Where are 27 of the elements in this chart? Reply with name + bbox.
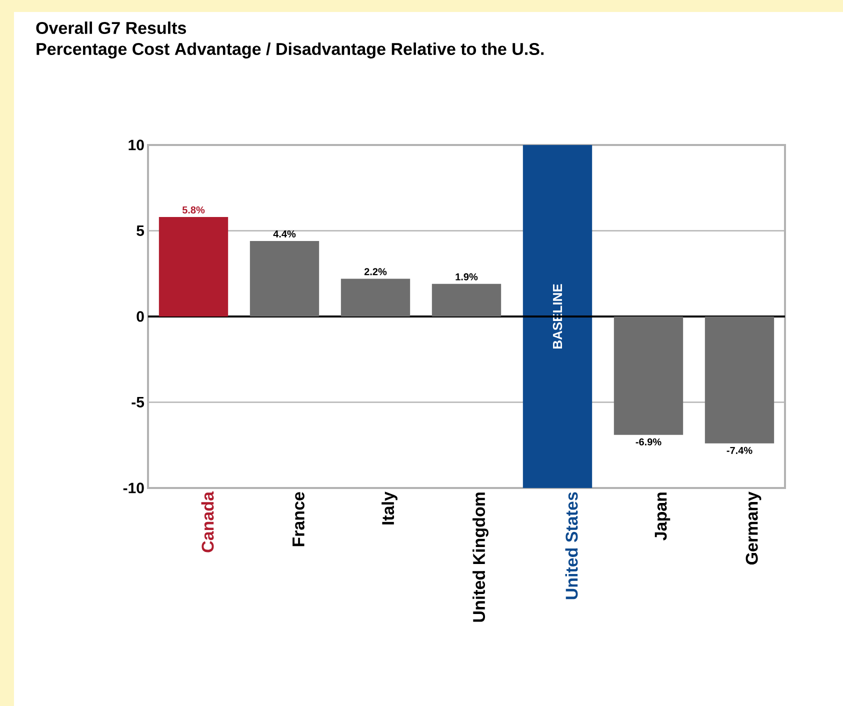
- bar: [340, 278, 410, 316]
- band-label: BASELINE: [552, 284, 562, 348]
- x-tick-label: Canada: [201, 491, 214, 552]
- data-label: -7.4%: [726, 446, 752, 454]
- bar: [704, 316, 774, 444]
- data-label: 1.9%: [456, 273, 478, 280]
- x-tick-label: Japan: [654, 492, 670, 540]
- y-tick-label: -10: [123, 482, 144, 494]
- y-tick-label: 10: [128, 140, 144, 150]
- x-tick-label: Germany: [746, 492, 762, 565]
- data-label: -6.9%: [636, 438, 662, 446]
- data-label: 4.4%: [273, 230, 296, 238]
- x-tick-label: Italy: [382, 492, 398, 524]
- chart-title: Overall G7 Results: [36, 22, 186, 34]
- bar: [432, 284, 502, 316]
- bar: [158, 217, 228, 316]
- bar: [250, 241, 320, 316]
- bar: [614, 316, 684, 435]
- chart-subtitle: Percentage Cost Advantage / Disadvantage Relative to the U.S.: [36, 42, 544, 58]
- y-tick-label: -5: [132, 397, 144, 408]
- y-tick-label: 5: [136, 226, 144, 236]
- x-tick-label: United Kingdom: [472, 492, 488, 622]
- x-tick-label: France: [292, 492, 304, 546]
- x-tick-label: United States: [565, 492, 578, 600]
- y-tick-label: 0: [136, 311, 144, 322]
- data-label: 2.2%: [364, 268, 387, 276]
- data-label: 5.8%: [182, 206, 205, 214]
